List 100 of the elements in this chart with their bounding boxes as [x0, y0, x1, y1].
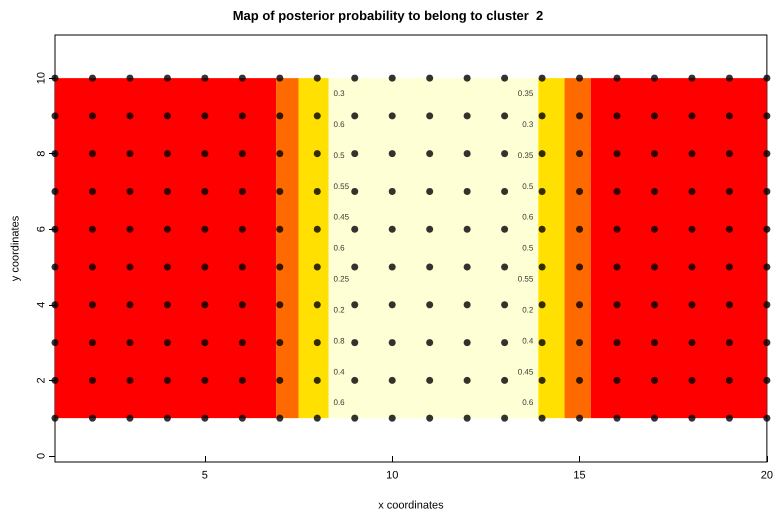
- point: [763, 226, 770, 233]
- point: [538, 112, 546, 120]
- point: [164, 301, 171, 308]
- point: [52, 188, 58, 195]
- point: [426, 414, 434, 422]
- point: [464, 414, 471, 422]
- point: [576, 414, 584, 422]
- point: [126, 226, 134, 233]
- point: [763, 414, 770, 422]
- point: [650, 226, 658, 233]
- point: [351, 376, 358, 384]
- point: [501, 74, 508, 82]
- y-tick-label: 8: [36, 150, 48, 157]
- point: [388, 150, 396, 158]
- point: [538, 74, 546, 82]
- point: [88, 226, 96, 233]
- point: [614, 112, 621, 120]
- point: [726, 414, 733, 422]
- point: [501, 376, 508, 384]
- point: [614, 301, 621, 308]
- point: [238, 150, 246, 158]
- y-tick-label: 10: [36, 72, 48, 84]
- point: [688, 376, 696, 384]
- point: [650, 301, 658, 308]
- point: [276, 112, 284, 120]
- point: [614, 339, 621, 346]
- point: [501, 301, 508, 308]
- point: [501, 150, 508, 158]
- y-tick-label: 2: [36, 377, 48, 384]
- point: [426, 339, 434, 346]
- point: [726, 188, 733, 195]
- point: [688, 74, 696, 82]
- point: [650, 264, 658, 271]
- point: [726, 74, 733, 82]
- point: [88, 376, 96, 384]
- point: [88, 74, 96, 82]
- point: [201, 301, 208, 308]
- point: [650, 339, 658, 346]
- point: [650, 376, 658, 384]
- point: [126, 112, 134, 120]
- point: [351, 414, 358, 422]
- point: [238, 264, 246, 271]
- point: [351, 301, 358, 308]
- annotation: 0.2: [334, 305, 346, 314]
- point: [164, 74, 171, 82]
- point: [426, 74, 434, 82]
- point: [688, 112, 696, 120]
- point: [201, 112, 208, 120]
- x-tick-label: 20: [760, 470, 774, 482]
- point: [688, 226, 696, 233]
- point: [276, 150, 284, 158]
- point: [276, 301, 284, 308]
- point: [201, 376, 208, 384]
- point: [388, 376, 396, 384]
- point: [276, 74, 284, 82]
- point: [576, 112, 584, 120]
- annotation: 0.5: [522, 182, 534, 191]
- point: [238, 188, 246, 195]
- point: [88, 339, 96, 346]
- point: [763, 188, 770, 195]
- point: [726, 264, 733, 271]
- point: [126, 414, 134, 422]
- point: [314, 264, 321, 271]
- point: [164, 376, 171, 384]
- annotation: 0.35: [518, 150, 534, 160]
- point: [501, 339, 508, 346]
- annotation: 0.25: [334, 274, 350, 284]
- annotation: 0.6: [334, 120, 346, 129]
- point: [52, 414, 58, 422]
- point: [52, 264, 58, 271]
- point: [763, 339, 770, 346]
- point: [201, 339, 208, 346]
- annotation: 0.4: [334, 367, 346, 376]
- y-tick-label: 6: [36, 226, 48, 232]
- point: [538, 226, 546, 233]
- point: [238, 112, 246, 120]
- point: [726, 150, 733, 158]
- point: [688, 150, 696, 158]
- point: [388, 74, 396, 82]
- point: [126, 74, 134, 82]
- point: [314, 150, 321, 158]
- point: [388, 339, 396, 346]
- point: [464, 264, 471, 271]
- point: [164, 264, 171, 271]
- point: [164, 414, 171, 422]
- point: [276, 376, 284, 384]
- point: [388, 264, 396, 271]
- point: [688, 339, 696, 346]
- annotation: 0.45: [518, 367, 534, 376]
- point: [314, 188, 321, 195]
- point: [576, 264, 584, 271]
- point: [688, 414, 696, 422]
- point: [650, 188, 658, 195]
- point: [538, 301, 546, 308]
- point: [126, 339, 134, 346]
- point: [614, 226, 621, 233]
- point: [201, 414, 208, 422]
- point: [538, 376, 546, 384]
- x-tick-label: 15: [573, 470, 586, 482]
- point: [276, 414, 284, 422]
